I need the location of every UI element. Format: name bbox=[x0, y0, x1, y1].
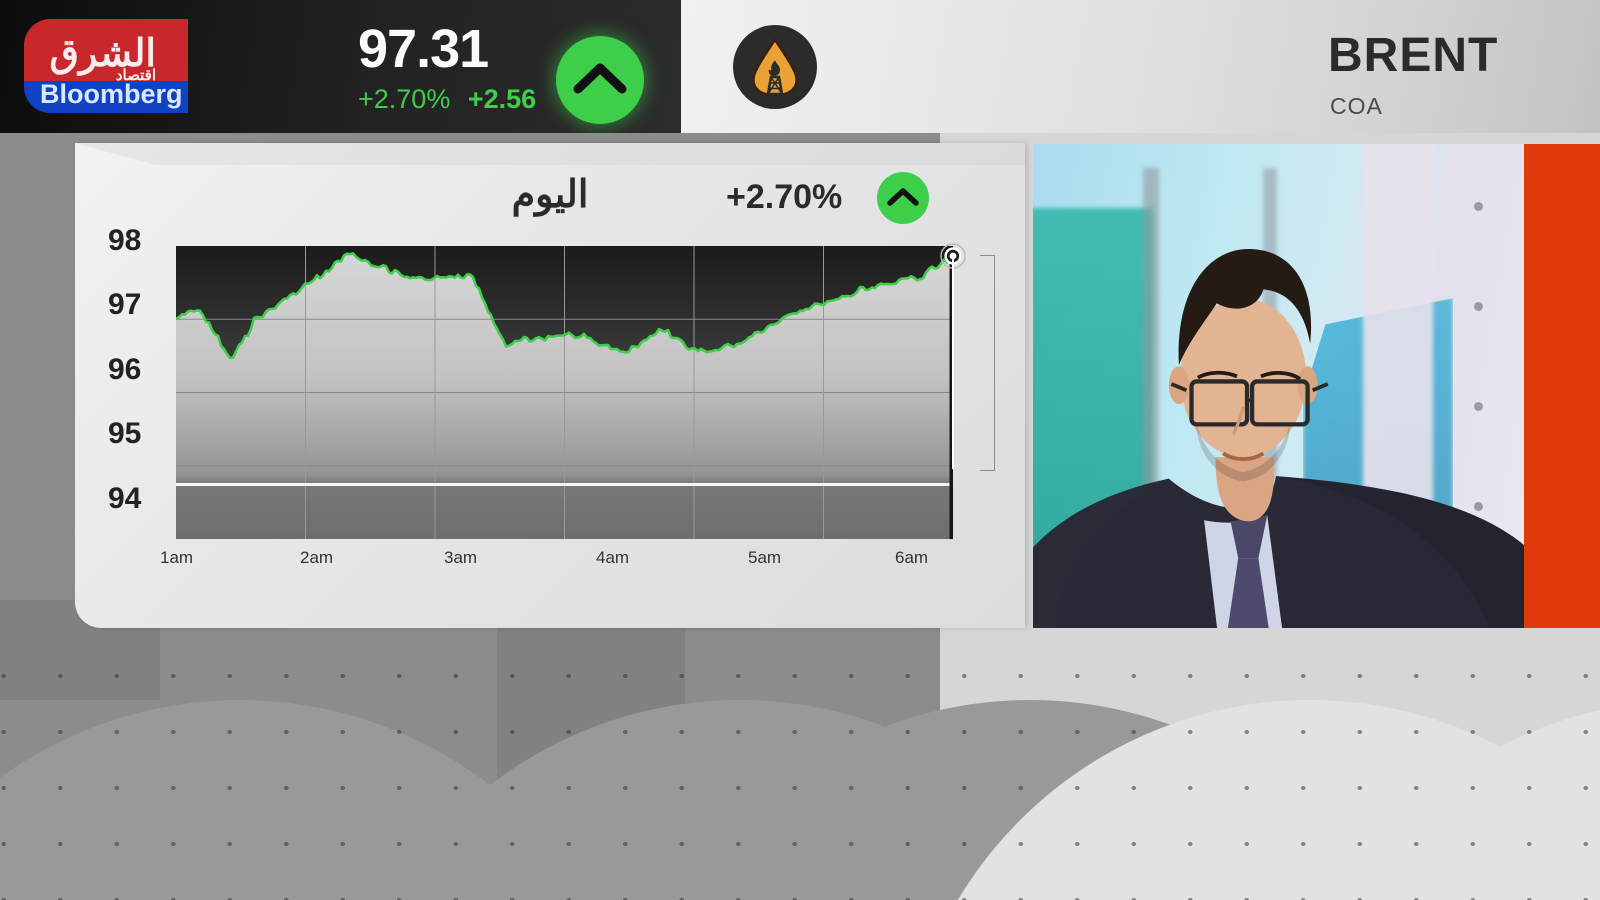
svg-text:Bloomberg: Bloomberg bbox=[40, 79, 183, 109]
